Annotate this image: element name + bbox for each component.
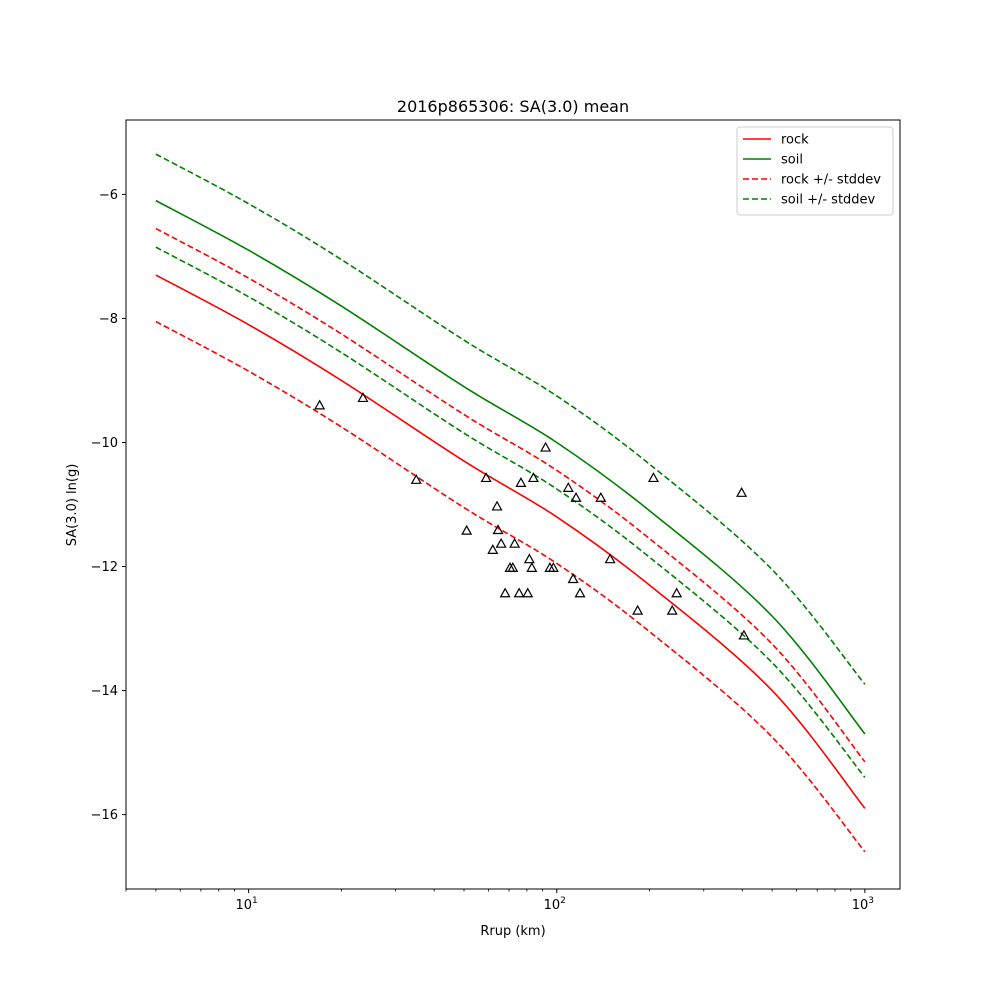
observation-point-27 [604, 553, 616, 564]
x-axis-label: Rrup (km) [480, 924, 545, 939]
observation-point-5 [487, 544, 499, 554]
observation-point-2 [410, 473, 422, 484]
observation-point-12 [509, 537, 521, 548]
x-axis: 101 102 103 [125, 889, 874, 913]
series-2-band-lower-line [155, 320, 866, 853]
y-tick-label-0: −6 [99, 188, 118, 203]
observation-point-28 [632, 604, 644, 615]
series-0-line [155, 274, 866, 809]
y-axis-label: SA(3.0) ln(g) [65, 464, 80, 547]
observation-point-17 [526, 562, 538, 572]
y-tick-label-4: −14 [91, 684, 118, 699]
chart-title: 2016p865306: SA(3.0) mean [397, 97, 629, 116]
legend-box [736, 126, 894, 216]
x-tick-label-1: 102 [544, 896, 566, 913]
observation-point-31 [671, 587, 683, 598]
series-1-line [155, 199, 866, 735]
observation-point-25 [574, 587, 586, 598]
y-tick-label-2: −10 [91, 436, 118, 451]
observation-point-16 [523, 553, 535, 564]
observation-point-30 [666, 604, 678, 615]
observation-point-0 [314, 399, 326, 410]
observation-point-7 [492, 524, 504, 535]
legend: rock soil rock +/- stddev soil +/- stddev [736, 126, 894, 216]
observation-point-33 [738, 629, 750, 640]
plot-frame [125, 119, 901, 890]
observation-point-22 [562, 482, 574, 492]
observation-point-4 [480, 472, 492, 483]
observation-point-11 [507, 562, 519, 572]
legend-label-0: rock [781, 133, 809, 148]
series-2-band-upper-line [155, 227, 866, 763]
observation-point-13 [513, 587, 525, 598]
observation-point-18 [527, 472, 539, 483]
observation-point-32 [736, 486, 748, 497]
observation-point-23 [567, 573, 579, 584]
legend-label-1: soil [781, 153, 803, 168]
observation-point-9 [499, 587, 511, 598]
observation-point-26 [595, 491, 607, 502]
legend-label-2: rock +/- stddev [781, 173, 881, 188]
observation-point-14 [515, 477, 527, 487]
observation-point-3 [461, 524, 473, 535]
plot-area [155, 153, 866, 853]
y-tick-label-5: −16 [91, 808, 118, 823]
observation-point-1 [357, 392, 369, 403]
series-3-band-upper-line [155, 153, 866, 685]
x-tick-label-0: 101 [235, 896, 257, 913]
x-tick-label-2: 103 [852, 896, 874, 913]
observation-point-19 [540, 441, 552, 452]
legend-label-3: soil +/- stddev [781, 193, 876, 208]
observation-point-8 [495, 537, 507, 548]
y-axis: −6 −8 −10 −12 −14 −16 [91, 188, 126, 823]
observation-point-6 [491, 500, 503, 511]
observation-point-29 [647, 472, 659, 483]
observation-point-24 [570, 491, 582, 502]
series-3-band-lower-line [155, 246, 866, 778]
y-tick-label-1: −8 [99, 312, 118, 327]
y-tick-label-3: −12 [91, 560, 118, 575]
observation-point-21 [547, 562, 559, 572]
observation-point-15 [522, 587, 534, 598]
